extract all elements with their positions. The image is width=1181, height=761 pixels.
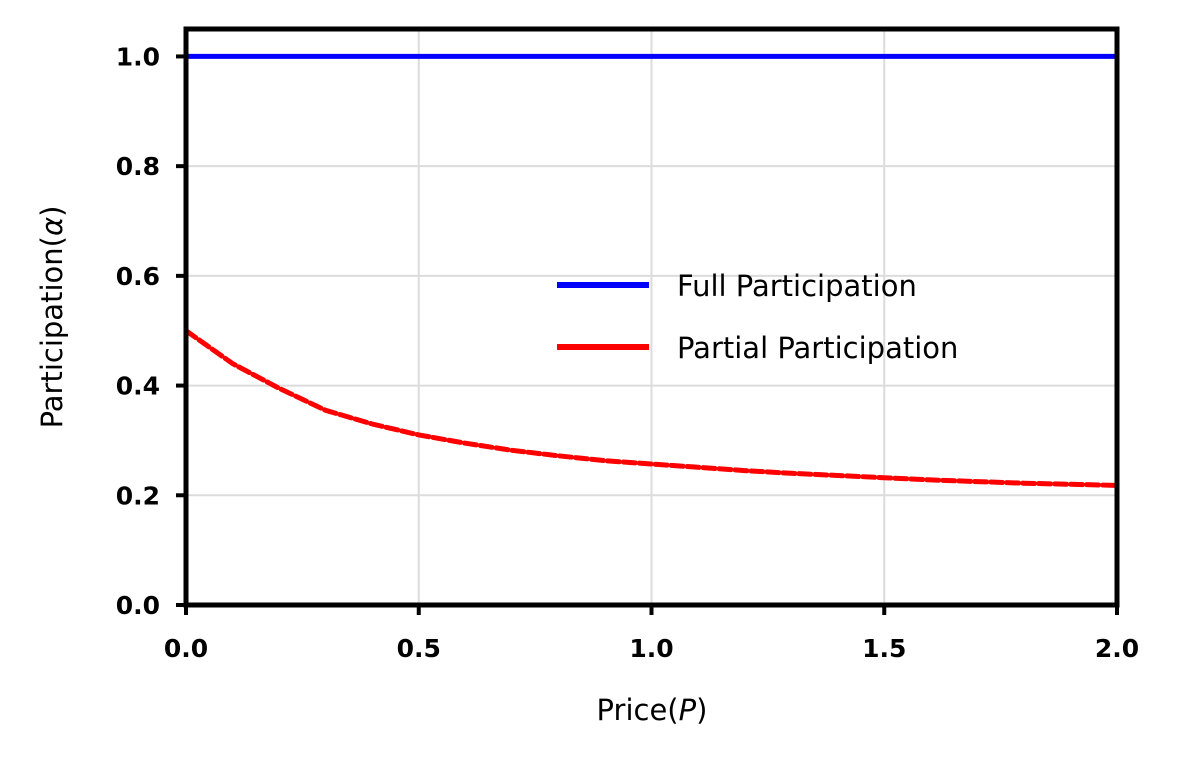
legend-label-full-participation: Full Participation <box>677 269 917 303</box>
series-layer <box>183 53 1120 488</box>
y-axis-ticks: 0.0 0.2 0.4 0.6 0.8 1.0 <box>116 42 186 620</box>
y-tick-label: 0.0 <box>116 591 160 620</box>
series-line-partial-participation <box>183 328 1120 488</box>
x-tick-label: 2.0 <box>1095 634 1139 663</box>
x-tick-label: 1.5 <box>862 634 906 663</box>
x-tick-label: 1.0 <box>629 634 673 663</box>
y-tick-label: 1.0 <box>116 42 160 71</box>
y-axis-label: Participation(α) <box>35 206 69 429</box>
x-tick-label: 0.0 <box>164 634 208 663</box>
legend: Full Participation Partial Participation <box>557 269 958 365</box>
y-tick-label: 0.2 <box>116 481 160 510</box>
x-axis-label: Price(P) <box>597 693 708 727</box>
y-tick-label: 0.4 <box>116 372 160 401</box>
y-tick-label: 0.6 <box>116 262 160 291</box>
x-axis-ticks: 0.0 0.5 1.0 1.5 2.0 <box>164 605 1139 663</box>
legend-label-partial-participation: Partial Participation <box>677 331 958 365</box>
x-tick-label: 0.5 <box>397 634 441 663</box>
y-tick-label: 0.8 <box>116 152 160 181</box>
grid <box>185 29 1118 606</box>
